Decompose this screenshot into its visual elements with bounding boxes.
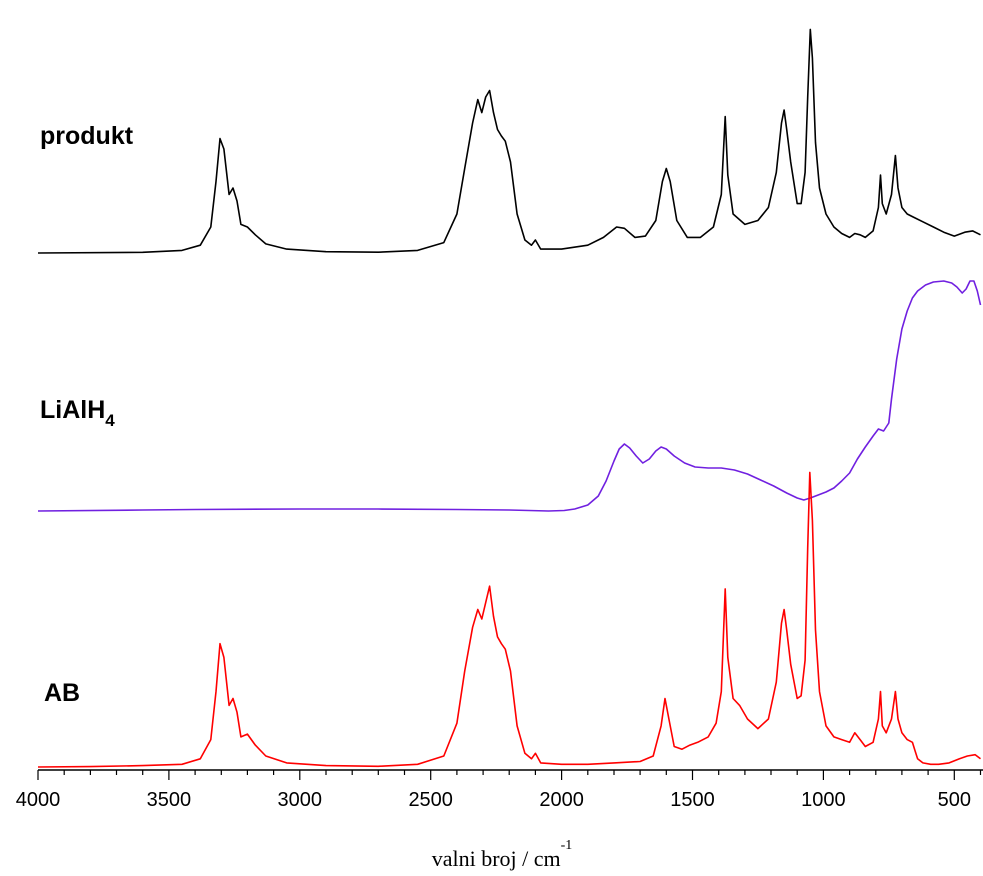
x-tick-label-2000: 2000 — [539, 789, 584, 811]
series-label-lialh4-subscript: 4 — [105, 411, 115, 430]
series-line-produkt — [37, 28, 981, 254]
series-label-produkt: produkt — [40, 122, 134, 150]
series-lines — [37, 28, 982, 768]
x-tick-label-3000: 3000 — [278, 789, 323, 811]
series-label-lialh4: LiAlH4 — [40, 396, 115, 430]
x-axis-label: valni broj / cm-1 — [432, 838, 573, 871]
x-axis-label-text: valni broj / cm — [432, 846, 561, 871]
x-axis-label-superscript: -1 — [561, 838, 573, 853]
series-label-ab: AB — [44, 679, 80, 707]
x-tick-label-4000: 4000 — [16, 789, 61, 811]
x-tick-label-1000: 1000 — [801, 789, 846, 811]
x-tick-label-1500: 1500 — [670, 789, 715, 811]
x-axis: 4000 3500 3000 2500 2000 1500 1000 500 — [16, 769, 983, 811]
x-tick-label-500: 500 — [938, 789, 971, 811]
series-line-ab — [37, 471, 981, 768]
series-line-lialh4 — [37, 280, 982, 512]
series-labels: produkt LiAlH4 AB — [40, 122, 134, 707]
x-tick-label-3500: 3500 — [147, 789, 192, 811]
x-tick-label-2500: 2500 — [408, 789, 453, 811]
series-label-lialh4-main: LiAlH — [40, 396, 105, 424]
